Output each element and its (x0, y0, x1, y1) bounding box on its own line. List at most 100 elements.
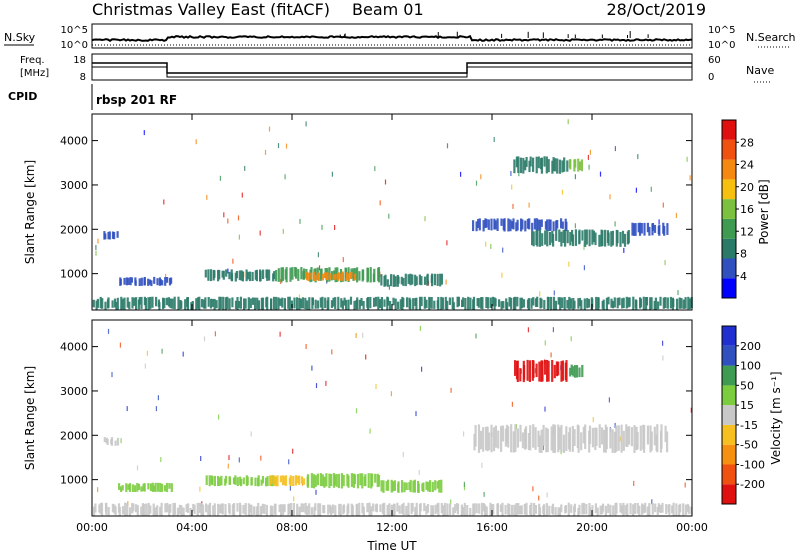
velocity-echo-cell (294, 475, 297, 486)
velocity-echo-cell (615, 425, 618, 452)
velocity-echo-cell (520, 505, 523, 515)
velocity-echo-cell (398, 505, 401, 514)
velocity-echo-cell (385, 481, 388, 491)
velocity-echo-cell (98, 504, 101, 513)
velocity-echo-cell (274, 504, 277, 516)
power-echo-cell (356, 297, 359, 310)
velocity-echo-cell (212, 505, 215, 516)
power-echo-cell (347, 299, 350, 310)
velocity-echo-cell (585, 504, 588, 515)
velocity-echo-cell (477, 424, 481, 453)
power-colorbar-tick-label: 24 (740, 159, 754, 172)
power-echo-cell (281, 297, 284, 308)
power-speckle-echo (143, 130, 145, 136)
power-echo-cell (247, 297, 250, 310)
velocity-echo-cell (537, 430, 540, 447)
velocity-echo-cell (283, 504, 286, 513)
power-echo-cell (164, 277, 167, 286)
power-echo-cell (543, 299, 546, 309)
power-echo-cell (546, 230, 549, 247)
velocity-echo-cell (615, 502, 618, 514)
power-speckle-echo (219, 175, 221, 181)
velocity-echo-region (118, 482, 173, 493)
velocity-echo-cell (604, 505, 607, 516)
power-echo-cell (676, 298, 679, 310)
power-echo-cell (544, 230, 547, 245)
power-echo-cell (289, 267, 292, 282)
power-echo-cell (111, 300, 114, 308)
velocity-echo-cell (351, 505, 354, 516)
power-echo-cell (310, 272, 313, 280)
velocity-echo-cell (147, 483, 150, 490)
velocity-speckle-echo (402, 452, 404, 457)
power-echo-cell (231, 297, 234, 308)
velocity-echo-cell (426, 504, 430, 513)
power-echo-cell (452, 302, 455, 310)
velocity-echo-cell (661, 502, 664, 513)
velocity-echo-cell (356, 473, 360, 489)
power-echo-cell (151, 296, 154, 308)
velocity-echo-cell (165, 482, 169, 493)
velocity-echo-cell (323, 505, 326, 514)
velocity-echo-cell (185, 504, 188, 513)
power-echo-cell (304, 297, 307, 310)
power-echo-cell (300, 267, 303, 280)
power-echo-cell (343, 297, 346, 306)
velocity-echo-cell (463, 502, 466, 516)
power-echo-cell (577, 298, 580, 309)
velocity-echo-cell (205, 503, 208, 513)
power-echo-cell (399, 299, 402, 310)
power-echo-cell (638, 222, 642, 236)
power-echo-cell (611, 300, 615, 309)
velocity-echo-cell (161, 483, 164, 492)
power-echo-cell (349, 296, 353, 305)
velocity-echo-cell (327, 504, 330, 515)
power-echo-cell (552, 157, 555, 172)
velocity-echo-cell (205, 475, 208, 486)
velocity-speckle-echo (214, 331, 216, 337)
velocity-speckle-echo (120, 438, 122, 444)
power-echo-cell (592, 230, 595, 243)
power-echo-cell (418, 274, 421, 285)
velocity-echo-cell (247, 503, 250, 516)
power-echo-cell (556, 220, 559, 229)
power-speckle-echo (511, 184, 513, 190)
power-echo-cell (245, 269, 248, 282)
velocity-echo-cell (565, 426, 568, 452)
velocity-echo-cell (159, 482, 162, 493)
velocity-echo-cell (580, 432, 583, 451)
power-echo-cell (472, 296, 476, 310)
velocity-echo-cell (330, 506, 333, 515)
velocity-echo-cell (573, 429, 576, 446)
power-echo-cell (140, 296, 143, 309)
velocity-echo-cell (217, 503, 220, 516)
velocity-echo-cell (565, 360, 568, 382)
velocity-echo-cell (313, 474, 316, 489)
velocity-y-tick-label: 3000 (60, 385, 88, 398)
velocity-echo-cell (368, 502, 371, 516)
power-echo-cell (441, 297, 444, 310)
power-echo-cell (293, 297, 296, 309)
velocity-echo-cell (654, 503, 657, 513)
power-echo-cell (635, 300, 638, 310)
velocity-echo-cell (690, 506, 693, 515)
power-speckle-echo (588, 164, 590, 170)
power-y-tick-label: 3000 (60, 179, 88, 192)
velocity-speckle-echo (550, 352, 552, 358)
velocity-echo-cell (494, 425, 497, 448)
power-echo-cell (129, 277, 132, 286)
velocity-echo-cell (554, 507, 557, 516)
power-echo-cell (329, 273, 332, 280)
velocity-echo-cell (540, 429, 543, 453)
velocity-speckle-echo (390, 391, 392, 397)
power-echo-cell (108, 231, 111, 240)
power-echo-cell (556, 158, 559, 174)
power-speckle-echo (285, 143, 288, 149)
velocity-echo-cell (480, 430, 483, 450)
power-echo-cell (356, 267, 359, 283)
power-echo-cell (532, 297, 535, 306)
power-echo-cell (618, 297, 621, 306)
power-echo-cell (572, 298, 575, 310)
velocity-echo-cell (530, 502, 533, 516)
